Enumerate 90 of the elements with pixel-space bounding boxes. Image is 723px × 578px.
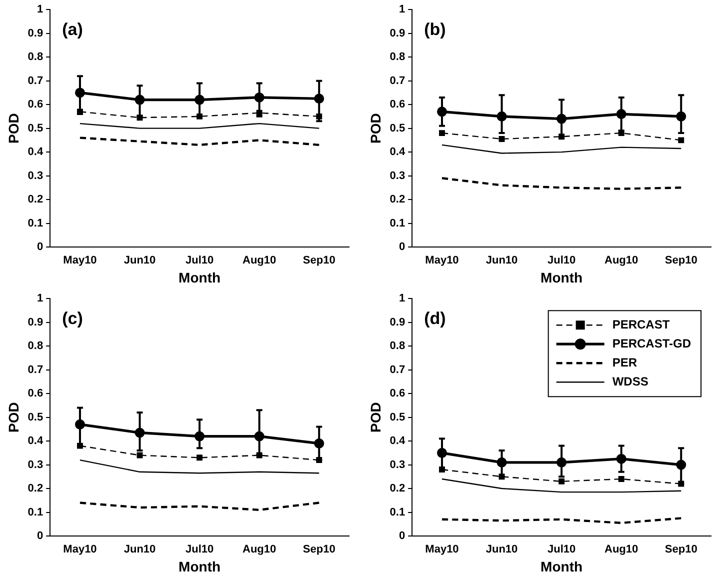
x-tick-label: Sep10 <box>664 544 698 556</box>
y-tick-label: 1 <box>36 292 44 305</box>
point <box>439 130 445 136</box>
y-tick-label: 0.1 <box>390 217 406 230</box>
legend-label: PER <box>612 355 638 370</box>
x-tick-label: Sep10 <box>664 254 698 267</box>
x-axis-title: Month <box>178 558 221 574</box>
y-axis-title: POD <box>5 113 22 144</box>
x-axis-title: Month <box>178 269 221 286</box>
y-tick-label: 0.9 <box>390 27 406 40</box>
point <box>136 452 143 458</box>
x-tick-label: Jun10 <box>124 544 156 556</box>
y-tick-label: 0.6 <box>28 388 44 400</box>
x-tick-label: Jun10 <box>486 254 518 267</box>
y-tick-label: 1 <box>398 292 406 305</box>
y-axis-title: POD <box>5 402 22 432</box>
y-tick-label: 0.9 <box>390 316 406 328</box>
y-tick-label: 0.8 <box>390 340 406 352</box>
x-tick-label: Sep10 <box>302 254 336 267</box>
y-tick-label: 0.4 <box>390 435 406 448</box>
x-tick-label: Jun10 <box>486 544 518 556</box>
x-tick-label: Sep10 <box>302 544 336 556</box>
text: (b) <box>424 20 446 39</box>
y-tick-label: 0.7 <box>28 74 44 87</box>
x-tick-label: May10 <box>425 544 459 556</box>
x-axis-title: Month <box>540 269 583 286</box>
point <box>498 136 505 142</box>
y-tick-label: 0.6 <box>390 388 406 400</box>
y-tick-label: 0 <box>398 530 406 542</box>
y-tick-label: 0.8 <box>28 340 44 352</box>
y-tick-label: 0.3 <box>390 170 406 182</box>
text: (c) <box>62 308 83 328</box>
y-tick-label: 0.2 <box>390 194 406 206</box>
y-tick-label: 0.2 <box>28 194 44 206</box>
x-tick-label: Aug10 <box>242 544 276 556</box>
line-series <box>78 136 320 146</box>
x-tick-label: May10 <box>63 254 97 267</box>
x-tick-label: Jul10 <box>185 544 214 556</box>
point <box>558 478 565 484</box>
x-tick-label: Jul10 <box>185 254 214 267</box>
y-tick-label: 1 <box>36 4 44 16</box>
y-tick-label: 0.6 <box>390 98 406 111</box>
y-tick-label: 0.3 <box>390 458 406 471</box>
point <box>678 137 684 144</box>
x-tick-label: Aug10 <box>604 254 638 267</box>
y-tick-label: 0.3 <box>28 458 44 471</box>
x-tick-label: Jul10 <box>547 544 576 556</box>
y-tick-label: 0.5 <box>28 122 44 134</box>
y-tick-label: 0.7 <box>390 364 406 376</box>
x-tick-label: May10 <box>425 254 459 267</box>
y-axis-title: POD <box>367 402 384 432</box>
y-tick-label: 0.4 <box>28 435 44 448</box>
y-axis-title: POD <box>367 113 384 144</box>
y-tick-label: 0.8 <box>390 51 406 64</box>
y-tick-label: 0.3 <box>28 170 44 182</box>
y-tick-label: 0.7 <box>390 74 406 87</box>
y-tick-label: 0.4 <box>28 146 44 158</box>
y-tick-label: 1 <box>398 4 406 16</box>
y-tick-label: 0.2 <box>390 482 406 495</box>
y-tick-label: 0.7 <box>28 364 44 376</box>
x-tick-label: Jul10 <box>547 254 576 267</box>
text: (a) <box>62 20 83 39</box>
point <box>618 476 624 482</box>
x-tick-label: Aug10 <box>242 254 276 267</box>
legend-label: WDSS <box>612 374 648 388</box>
legend-label: PERCAST-GD <box>612 336 692 350</box>
x-axis-title: Month <box>540 558 583 574</box>
y-tick-label: 0 <box>36 530 44 542</box>
x-tick-label: Jun10 <box>124 254 156 267</box>
y-tick-label: 0.4 <box>390 146 406 158</box>
y-tick-label: 0.5 <box>390 122 406 134</box>
x-tick-label: May10 <box>63 544 97 556</box>
y-tick-label: 0.1 <box>28 506 44 518</box>
y-tick-label: 0 <box>398 241 406 254</box>
point <box>196 454 203 461</box>
y-tick-label: 0.8 <box>28 51 44 64</box>
text: (d) <box>424 308 446 328</box>
y-tick-label: 0.2 <box>28 482 44 495</box>
y-tick-label: 0 <box>36 241 44 254</box>
line-series <box>78 502 320 511</box>
legend-label: PERCAST <box>612 317 670 332</box>
y-tick-label: 0.6 <box>28 98 44 111</box>
y-tick-label: 0.1 <box>28 217 44 230</box>
y-tick-label: 0.5 <box>28 411 44 424</box>
y-tick-label: 0.9 <box>28 27 44 40</box>
y-tick-label: 0.1 <box>390 506 406 518</box>
y-tick-label: 0.5 <box>390 411 406 424</box>
y-tick-label: 0.9 <box>28 316 44 328</box>
x-tick-label: Aug10 <box>604 544 638 556</box>
line-series <box>440 177 682 190</box>
